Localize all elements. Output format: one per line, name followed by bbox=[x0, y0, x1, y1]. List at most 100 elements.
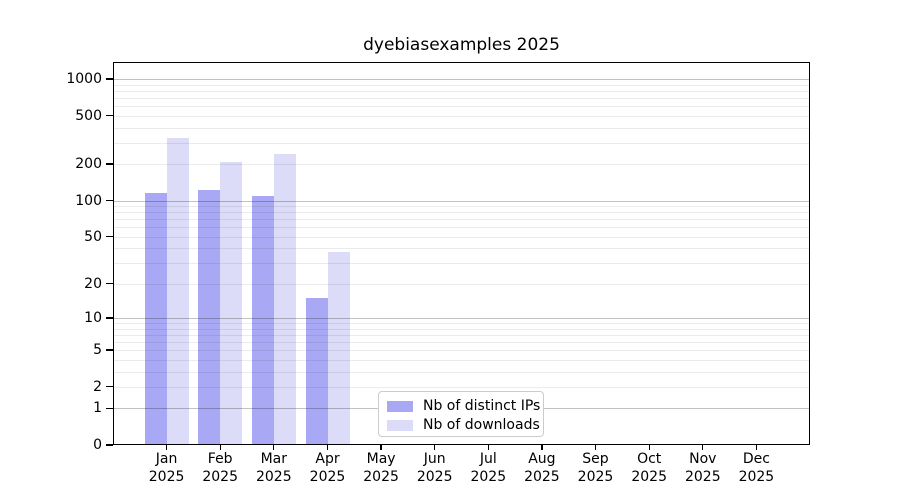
minor-gridline bbox=[113, 84, 810, 86]
y-tick-mark bbox=[106, 236, 113, 238]
minor-gridline bbox=[113, 97, 810, 99]
major-gridline bbox=[113, 200, 810, 202]
x-tick-month: Aug bbox=[528, 451, 556, 467]
bars-layer bbox=[113, 62, 810, 445]
x-tick-label-jul: Jul 2025 bbox=[456, 450, 520, 486]
bar-mar-nb-of-downloads bbox=[273, 154, 296, 445]
x-tick-month: Mar bbox=[260, 451, 287, 467]
x-tick-month: Oct bbox=[637, 451, 662, 467]
bar-apr-nb-of-downloads bbox=[327, 252, 350, 445]
y-tick-mark bbox=[106, 349, 113, 351]
legend-label-downloads: Nb of downloads bbox=[423, 417, 540, 433]
major-gridline bbox=[113, 318, 810, 319]
bar-jan-nb-of-distinct-ips bbox=[144, 193, 167, 445]
x-tick-mark bbox=[219, 445, 221, 450]
bar-feb-nb-of-distinct-ips bbox=[198, 189, 221, 445]
minor-gridline bbox=[113, 263, 810, 265]
x-tick-year: 2025 bbox=[363, 469, 399, 485]
x-tick-year: 2025 bbox=[470, 469, 507, 485]
x-tick-year: 2025 bbox=[524, 469, 560, 485]
y-tick-mark bbox=[106, 283, 113, 285]
minor-gridline bbox=[113, 90, 810, 92]
x-tick-label-mar: Mar 2025 bbox=[242, 450, 306, 486]
y-tick-mark bbox=[106, 444, 113, 446]
bar-feb-nb-of-downloads bbox=[220, 161, 243, 445]
x-tick-year: 2025 bbox=[309, 469, 346, 485]
legend-item-downloads: Nb of downloads bbox=[387, 416, 540, 434]
x-tick-month: May bbox=[366, 451, 396, 467]
y-tick-label: 1000 bbox=[66, 71, 102, 87]
x-tick-mark bbox=[702, 445, 704, 450]
y-tick-label: 100 bbox=[75, 192, 102, 209]
x-tick-mark bbox=[434, 445, 436, 450]
x-tick-mark bbox=[594, 445, 597, 450]
x-tick-mark bbox=[380, 445, 382, 450]
x-tick-mark bbox=[165, 445, 168, 450]
y-tick-label: 5 bbox=[93, 342, 102, 359]
y-tick-label: 0 bbox=[93, 437, 102, 453]
x-tick-label-apr: Apr 2025 bbox=[296, 450, 360, 486]
y-tick-mark bbox=[106, 78, 113, 80]
y-tick-label: 1 bbox=[93, 400, 102, 417]
x-tick-month: Feb bbox=[207, 451, 233, 467]
x-tick-month: Apr bbox=[315, 451, 340, 467]
minor-gridline bbox=[113, 359, 810, 361]
x-tick-mark bbox=[273, 445, 275, 450]
legend-swatch-distinct-ips bbox=[387, 400, 413, 412]
x-tick-year: 2025 bbox=[631, 469, 667, 485]
x-tick-year: 2025 bbox=[577, 469, 614, 485]
y-tick-label: 500 bbox=[75, 107, 102, 124]
x-tick-label-jun: Jun 2025 bbox=[403, 450, 467, 486]
x-tick-label-dec: Dec 2025 bbox=[724, 450, 788, 486]
minor-gridline bbox=[113, 164, 810, 166]
x-tick-label-may: May 2025 bbox=[349, 450, 413, 486]
x-tick-label-oct: Oct 2025 bbox=[617, 450, 681, 486]
y-tick-mark bbox=[106, 386, 113, 388]
x-tick-label-jan: Jan 2025 bbox=[135, 450, 199, 486]
x-tick-label-sep: Sep 2025 bbox=[564, 450, 628, 486]
legend-label-distinct-ips: Nb of distinct IPs bbox=[423, 398, 541, 414]
x-tick-year: 2025 bbox=[148, 469, 185, 485]
minor-gridline bbox=[113, 227, 810, 229]
minor-gridline bbox=[113, 127, 810, 129]
major-gridline bbox=[113, 79, 810, 80]
x-tick-month: Jun bbox=[423, 451, 446, 467]
y-tick-mark bbox=[106, 115, 113, 117]
x-tick-mark bbox=[648, 445, 650, 450]
minor-gridline bbox=[113, 142, 810, 144]
x-tick-label-aug: Aug 2025 bbox=[510, 450, 574, 486]
minor-gridline bbox=[113, 386, 810, 388]
x-tick-month: Dec bbox=[742, 451, 770, 467]
x-tick-mark bbox=[487, 445, 489, 450]
x-tick-mark bbox=[541, 445, 543, 450]
minor-gridline bbox=[113, 212, 810, 214]
bar-jan-nb-of-downloads bbox=[166, 137, 189, 445]
y-tick-mark bbox=[106, 407, 113, 409]
y-tick-label: 2 bbox=[93, 378, 102, 395]
minor-gridline bbox=[113, 219, 810, 221]
x-tick-year: 2025 bbox=[684, 469, 721, 485]
minor-gridline bbox=[113, 328, 810, 330]
x-tick-month: Jul bbox=[479, 451, 497, 467]
y-tick-label: 200 bbox=[75, 156, 102, 173]
x-tick-year: 2025 bbox=[738, 469, 775, 485]
x-tick-year: 2025 bbox=[255, 469, 292, 485]
x-tick-month: Nov bbox=[689, 451, 717, 467]
x-tick-month: Jan bbox=[155, 451, 178, 467]
x-tick-year: 2025 bbox=[202, 469, 238, 485]
legend: Nb of distinct IPs Nb of downloads bbox=[378, 391, 544, 437]
x-tick-month: Sep bbox=[582, 451, 609, 467]
y-tick-mark bbox=[106, 163, 113, 165]
legend-item-distinct-ips: Nb of distinct IPs bbox=[387, 397, 540, 415]
bar-mar-nb-of-distinct-ips bbox=[251, 195, 274, 445]
minor-gridline bbox=[113, 115, 810, 117]
x-tick-mark bbox=[326, 445, 329, 450]
minor-gridline bbox=[113, 323, 810, 324]
minor-gridline bbox=[113, 283, 810, 285]
minor-gridline bbox=[113, 350, 810, 352]
legend-swatch-downloads bbox=[387, 419, 413, 431]
y-tick-mark bbox=[106, 317, 113, 319]
